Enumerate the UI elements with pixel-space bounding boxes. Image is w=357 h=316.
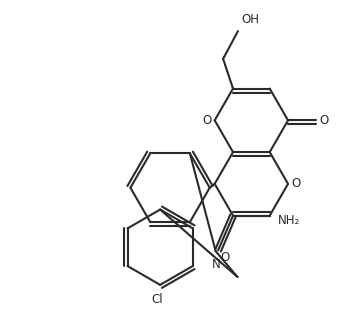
Text: O: O (291, 177, 301, 190)
Text: OH: OH (241, 13, 259, 26)
Text: O: O (319, 114, 328, 127)
Text: NH₂: NH₂ (278, 214, 300, 227)
Text: N: N (212, 258, 221, 271)
Text: O: O (221, 251, 230, 264)
Text: O: O (202, 114, 211, 127)
Text: Cl: Cl (151, 293, 163, 306)
